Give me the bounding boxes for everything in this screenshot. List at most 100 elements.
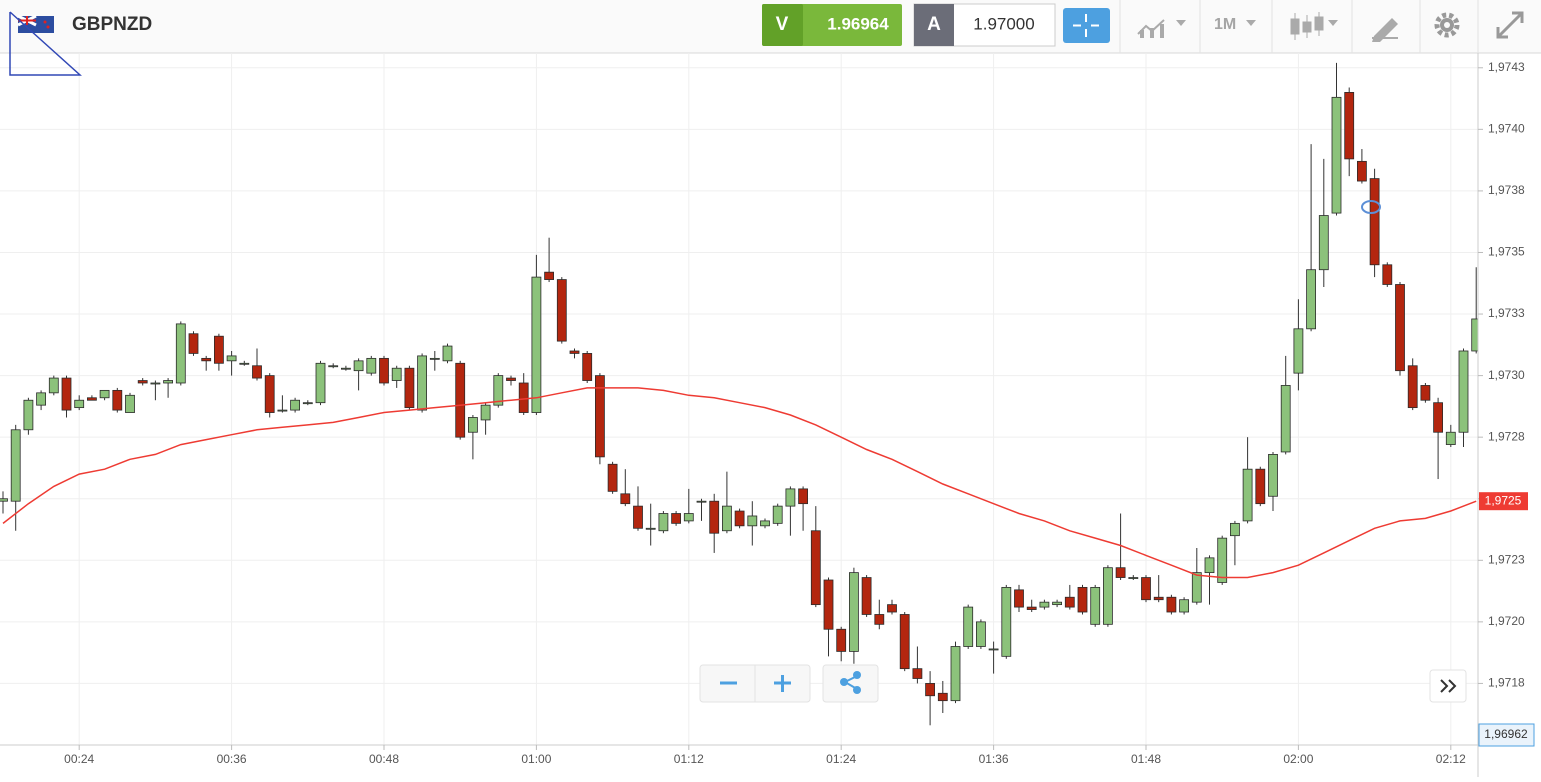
timeframe: 1M xyxy=(1214,16,1236,33)
candle-body xyxy=(252,365,262,379)
candle-body xyxy=(74,399,85,409)
buy-button[interactable]: A 1.97000 xyxy=(913,3,1056,47)
candle-body xyxy=(442,345,453,362)
candle-body xyxy=(290,399,301,411)
candle-body xyxy=(48,377,59,394)
candle-body xyxy=(239,362,250,365)
candle-body xyxy=(950,646,961,702)
candle-body xyxy=(36,392,46,406)
candle-body xyxy=(404,367,415,409)
candle-body xyxy=(874,614,885,625)
candle-body xyxy=(823,579,834,630)
draw-tool[interactable] xyxy=(1372,18,1398,42)
candle-body xyxy=(849,572,859,652)
drawn-triangle[interactable] xyxy=(9,11,82,76)
candle-body xyxy=(264,375,275,413)
candle-body xyxy=(1382,264,1393,285)
candle-body xyxy=(1395,284,1405,372)
price-tag: 1,96962 xyxy=(1478,723,1535,747)
candle-body xyxy=(1242,468,1253,522)
symbol: GBPNZD xyxy=(72,14,152,35)
crosshair-marker xyxy=(1361,200,1381,214)
y-tick-label: 1,9735 xyxy=(1488,245,1525,259)
candle-body xyxy=(429,357,440,360)
candle-body xyxy=(379,357,389,384)
candle-body xyxy=(722,505,732,532)
y-tick-label: 1,9733 xyxy=(1488,306,1525,320)
candle-body xyxy=(1001,586,1012,657)
candle-body xyxy=(798,488,808,505)
candle-body xyxy=(1064,596,1075,608)
candle-body xyxy=(175,323,186,384)
candle-body xyxy=(1318,215,1329,271)
candle-body xyxy=(417,355,428,411)
sell-label: V xyxy=(776,14,789,35)
plot-area xyxy=(0,53,1478,745)
x-tick-label: 01:24 xyxy=(826,752,856,766)
candle-body xyxy=(1090,586,1101,625)
x-tick-label: 01:36 xyxy=(979,752,1009,766)
candle-body xyxy=(772,505,783,524)
ma-tag-label: 1,9725 xyxy=(1485,493,1522,507)
candle-body xyxy=(925,683,935,697)
candle-body xyxy=(277,409,288,412)
x-tick-label: 01:12 xyxy=(674,752,704,766)
candle-body xyxy=(1255,468,1266,505)
candle-body xyxy=(150,382,161,385)
candle-body xyxy=(1344,92,1355,160)
candle-body xyxy=(899,614,910,670)
candle-body xyxy=(340,367,351,370)
candle-body xyxy=(480,404,491,421)
candle-body xyxy=(1128,577,1139,579)
fullscreen[interactable] xyxy=(1496,11,1524,39)
candle-body xyxy=(1458,350,1469,433)
candle-body xyxy=(137,380,148,384)
zoom-controls[interactable] xyxy=(699,664,811,703)
candle-body xyxy=(1420,385,1431,401)
sell-price: 1.96964 xyxy=(827,14,889,33)
sell-button[interactable]: V 1.96964 xyxy=(762,4,902,46)
candle-body xyxy=(582,353,593,381)
candle-body xyxy=(1407,365,1418,409)
buy-label: A xyxy=(927,14,941,35)
flag-icon xyxy=(17,14,54,33)
candle-body xyxy=(1445,431,1456,445)
share-button[interactable] xyxy=(822,664,879,703)
candle-body xyxy=(1217,537,1228,583)
candle-body xyxy=(391,367,402,381)
candle-body xyxy=(455,362,466,438)
candle-body xyxy=(671,513,681,524)
candle-style-menu[interactable] xyxy=(1290,12,1338,40)
timeframe-menu[interactable]: 1M xyxy=(1214,16,1256,33)
candle-body xyxy=(1331,96,1342,214)
candle-body xyxy=(328,365,339,368)
y-tick-label: 1,9728 xyxy=(1488,429,1525,443)
y-tick-label: 1,9718 xyxy=(1488,676,1525,690)
candle-body xyxy=(1179,599,1189,613)
candle-body xyxy=(810,530,821,606)
candle-body xyxy=(1230,522,1240,537)
candle-body xyxy=(99,389,110,399)
candle-body xyxy=(976,621,986,647)
y-tick-label: 1,9730 xyxy=(1488,368,1525,382)
candle-body xyxy=(709,500,720,534)
candle-body xyxy=(87,397,97,401)
chart-type-menu[interactable] xyxy=(1137,19,1186,38)
candle-body xyxy=(1052,601,1062,606)
y-tick-label: 1,9738 xyxy=(1488,183,1525,197)
candle-body xyxy=(353,360,364,372)
candle-body xyxy=(861,577,872,615)
candle-body xyxy=(696,500,707,503)
candle-body xyxy=(887,604,897,613)
toolbar-separators xyxy=(1119,0,1479,53)
candle-body xyxy=(61,377,72,411)
x-tick-label: 00:48 xyxy=(369,752,399,766)
crosshair-button[interactable] xyxy=(1063,8,1110,43)
price-tag-label: 1,96962 xyxy=(1484,727,1528,741)
candle-body xyxy=(937,692,948,702)
x-tick-label: 02:12 xyxy=(1436,752,1466,766)
candle-body xyxy=(658,513,669,532)
scroll-to-end[interactable] xyxy=(1429,669,1467,703)
settings[interactable] xyxy=(1434,12,1460,38)
